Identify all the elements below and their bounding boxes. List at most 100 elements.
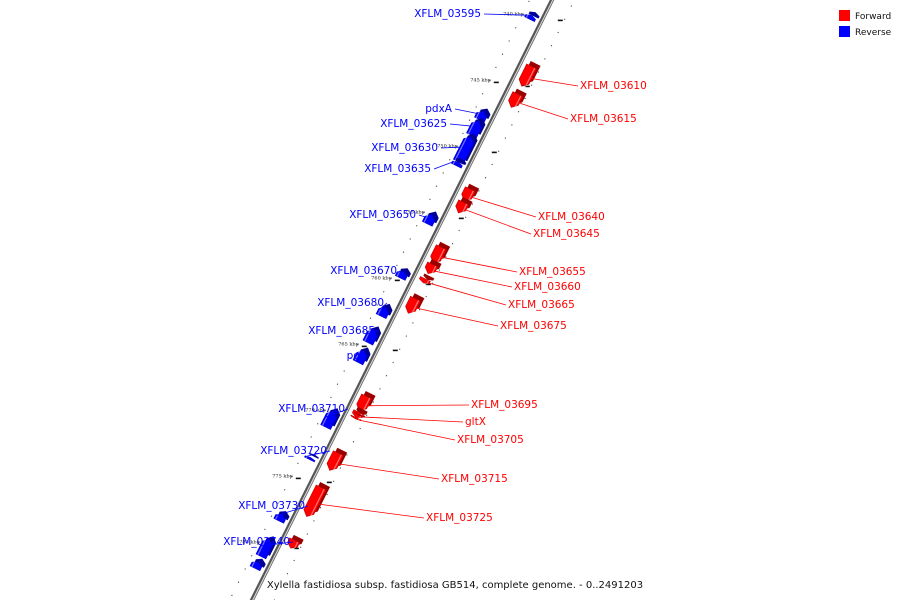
feature-arrow[interactable]: [249, 561, 263, 572]
feature-arrow[interactable]: [303, 484, 327, 517]
gene-label[interactable]: XFLM_03675: [500, 320, 567, 332]
gene-label[interactable]: XFLM_03660: [514, 281, 581, 293]
gene-label[interactable]: XFLM_03685: [308, 325, 375, 337]
leader-line: [434, 270, 513, 288]
feature-arrow[interactable]: [320, 410, 337, 430]
minor-tick: [372, 401, 375, 403]
minor-tick: [389, 277, 392, 280]
gene-label[interactable]: pgk: [347, 350, 367, 362]
gene-label[interactable]: XFLM_03710: [278, 403, 345, 415]
minor-tick: [570, 5, 573, 7]
minor-tick: [317, 423, 319, 425]
feature-arrow[interactable]: [524, 14, 536, 23]
backbone-line: [249, 0, 555, 600]
gene-label[interactable]: pdxA: [425, 103, 453, 115]
feature-arrow[interactable]: [450, 160, 463, 169]
gene-label[interactable]: XFLM_03650: [349, 209, 416, 221]
gene-label[interactable]: XFLM_03615: [570, 113, 637, 125]
minor-tick: [422, 211, 425, 214]
feature-arrow[interactable]: [362, 329, 378, 346]
gene-label[interactable]: XFLM_03680: [317, 297, 384, 309]
feature-arrow[interactable]: [518, 63, 537, 87]
gene-feature[interactable]: [375, 303, 393, 320]
feature-highlight: [364, 327, 372, 342]
gene-label[interactable]: XFLM_03670: [330, 265, 397, 277]
gene-feature[interactable]: [394, 268, 411, 281]
gene-label[interactable]: XFLM_03625: [380, 118, 447, 130]
strand-legend: Forward Reverse: [839, 10, 892, 38]
gene-feature[interactable]: [518, 60, 541, 89]
gene-label[interactable]: XFLM_03730: [238, 500, 305, 512]
gene-feature[interactable]: [362, 326, 382, 346]
gene-feature[interactable]: [474, 108, 491, 123]
gene-label[interactable]: XFLM_03715: [441, 473, 508, 485]
feature-arrow[interactable]: [255, 538, 273, 560]
gene-labels[interactable]: XFLM_03595 XFLM_03610 XFLM_03615 pdxA XFLM_0…: [223, 8, 647, 548]
gene-feature[interactable]: [273, 511, 290, 524]
gene-label[interactable]: XFLM_03610: [580, 80, 647, 92]
feature-arrow[interactable]: [394, 270, 408, 281]
gene-label[interactable]: XFLM_03645: [533, 228, 600, 240]
gene-label[interactable]: XFLM_03640: [538, 211, 605, 223]
feature-arrow[interactable]: [273, 513, 286, 524]
gene-feature[interactable]: [466, 117, 486, 139]
gene-label[interactable]: XFLM_03695: [471, 399, 538, 411]
gene-feature[interactable]: [524, 11, 540, 23]
leader-line: [305, 450, 331, 457]
gene-feature[interactable]: [356, 390, 376, 413]
gene-label[interactable]: gltX: [465, 416, 486, 428]
minor-tick: [405, 335, 408, 337]
minor-tick: [330, 396, 332, 399]
gene-features[interactable]: [249, 11, 541, 572]
gene-feature[interactable]: [419, 273, 435, 285]
feature-arrow[interactable]: [287, 537, 301, 549]
minor-tick: [350, 357, 352, 359]
feature-depth: [354, 412, 366, 418]
gene-feature[interactable]: [350, 412, 366, 422]
gene-feature[interactable]: [303, 482, 331, 519]
leader-line: [379, 302, 388, 310]
feature-arrow[interactable]: [508, 91, 524, 108]
gene-label[interactable]: XFLM_03720: [260, 445, 327, 457]
gene-feature[interactable]: [249, 558, 266, 572]
minor-tick: [310, 436, 312, 438]
gene-feature[interactable]: [255, 536, 277, 560]
minor-tick: [402, 251, 405, 253]
gene-label[interactable]: XFLM_03630: [371, 142, 438, 154]
gene-feature[interactable]: [450, 158, 467, 169]
feature-arrow[interactable]: [405, 295, 421, 314]
feature-highlight: [454, 134, 469, 161]
gene-label[interactable]: XFLM_03595: [414, 8, 481, 20]
leader-line: [397, 270, 401, 273]
feature-highlight: [377, 305, 384, 315]
gene-feature[interactable]: [326, 447, 348, 473]
gene-feature[interactable]: [320, 408, 341, 430]
minor-tick: [449, 159, 451, 161]
minor-tick: [488, 79, 491, 82]
minor-tick: [432, 282, 434, 285]
minor-tick: [343, 370, 345, 372]
minor-tick: [412, 322, 414, 324]
genome-backbone[interactable]: [240, 0, 562, 600]
gene-feature[interactable]: [405, 293, 425, 316]
feature-arrow[interactable]: [375, 306, 389, 320]
gene-label[interactable]: XFLM_03655: [519, 266, 586, 278]
gene-feature[interactable]: [508, 88, 527, 110]
feature-highlight: [513, 95, 522, 110]
minor-tick: [458, 229, 460, 232]
feature-arrow[interactable]: [326, 450, 344, 471]
feature-arrow[interactable]: [352, 350, 367, 366]
gene-label[interactable]: XFLM_03725: [426, 512, 493, 524]
minor-tick: [356, 343, 359, 346]
feature-arrow[interactable]: [419, 276, 431, 284]
gene-label[interactable]: XFLM_03665: [508, 299, 575, 311]
gene-label[interactable]: XFLM_03705: [457, 434, 524, 446]
leader-line: [530, 77, 579, 87]
gene-feature[interactable]: [287, 534, 304, 551]
minor-tick: [498, 150, 500, 153]
gene-label[interactable]: XFLM_03740: [223, 536, 290, 548]
feature-arrow[interactable]: [350, 414, 362, 422]
gene-label[interactable]: XFLM_03635: [364, 163, 431, 175]
feature-highlight: [525, 13, 529, 18]
